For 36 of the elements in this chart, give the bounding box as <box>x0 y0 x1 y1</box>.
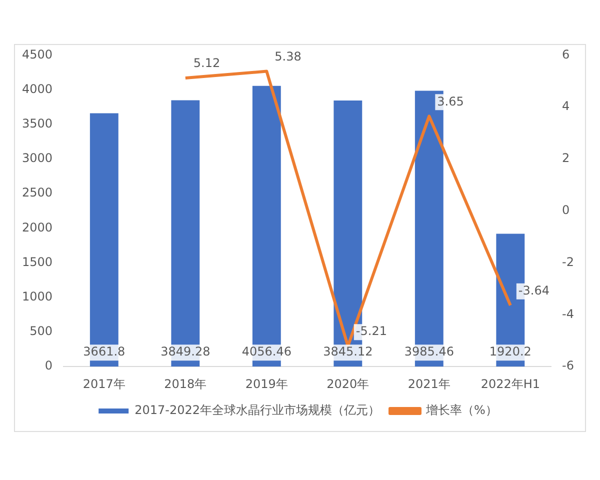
y-tick-label: 1500 <box>22 254 53 269</box>
data-label: 5.12 <box>193 56 220 70</box>
x-tick-label: 2018年 <box>164 376 207 391</box>
y-tick-label: 3500 <box>22 116 53 131</box>
x-tick-label: 2020年 <box>326 376 370 391</box>
legend-label: 增长率（%） <box>425 403 498 418</box>
y-tick-label: 4000 <box>22 82 53 96</box>
x-tick-label: 2021年 <box>408 376 450 391</box>
data-label: -5.21 <box>356 324 387 338</box>
y2-tick-label: -2 <box>562 254 574 269</box>
y-tick-label: 2000 <box>22 220 53 234</box>
data-label: 5.38 <box>274 49 302 64</box>
x-tick-label: 2019年 <box>245 376 288 391</box>
y2-tick-label: 4 <box>562 99 570 114</box>
data-label: -3.64 <box>518 283 550 298</box>
y-tick-label: 0 <box>44 358 53 373</box>
y-tick-label: 3000 <box>22 151 53 166</box>
legend-label: 2017-2022年全球水晶行业市场规模（亿元） <box>134 403 380 418</box>
y-tick-label: 1000 <box>22 290 53 304</box>
y2-tick-label: -4 <box>562 306 574 321</box>
data-label: 3.65 <box>437 94 464 108</box>
data-label: 3845.12 <box>323 344 373 359</box>
data-label: 3849.28 <box>160 344 210 359</box>
y2-tick-label: 6 <box>562 47 570 62</box>
y-tick-label: 4500 <box>22 47 53 62</box>
data-label: 1920.2 <box>489 344 532 359</box>
x-tick-label: 2017年 <box>82 376 126 391</box>
data-label: 4056.46 <box>242 344 292 359</box>
data-label: 3661.8 <box>83 344 126 359</box>
y2-tick-label: -6 <box>562 358 574 373</box>
y-tick-label: 500 <box>30 324 53 338</box>
y2-tick-label: 2 <box>562 151 570 166</box>
x-tick-label: 2022年H1 <box>480 376 540 391</box>
y-tick-label: 2500 <box>22 186 53 200</box>
data-label: 3985.46 <box>404 344 454 359</box>
y2-tick-label: 0 <box>562 203 570 218</box>
